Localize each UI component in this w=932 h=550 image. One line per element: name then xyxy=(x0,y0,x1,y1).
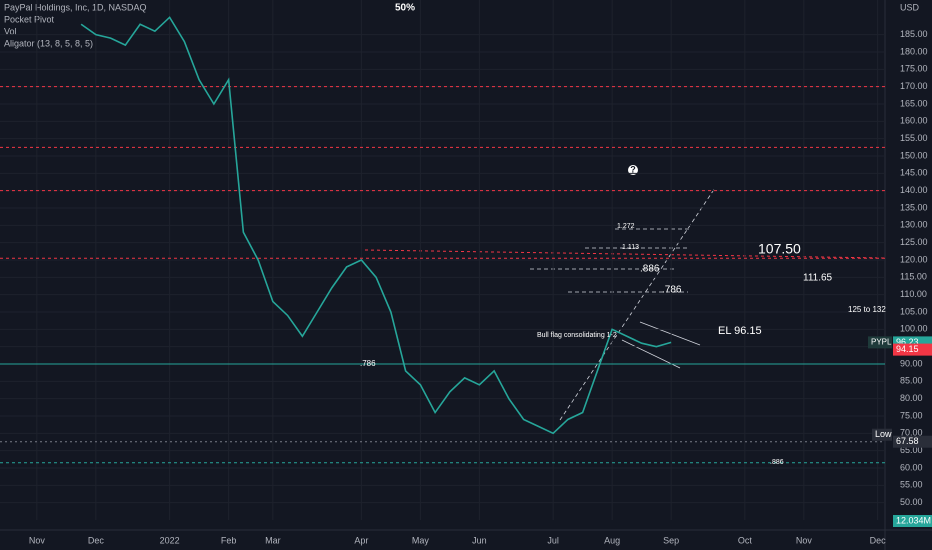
y-tick-label: 175.00 xyxy=(900,64,928,74)
y-tick-label: 150.00 xyxy=(900,150,928,160)
x-tick-label: Jun xyxy=(472,535,487,545)
y-tick-label: 60.00 xyxy=(900,462,923,472)
y-tick-label: 120.00 xyxy=(900,254,928,264)
annotation: EL 96.15 xyxy=(718,325,762,337)
y-tick-label: 115.00 xyxy=(900,272,927,282)
x-tick-label: Oct xyxy=(738,535,753,545)
y-tick-label: 110.00 xyxy=(900,289,927,299)
low-label-bg xyxy=(872,428,892,441)
fib-lines xyxy=(530,187,716,421)
last-price: 96.23 xyxy=(896,337,919,347)
y-tick-label: 130.00 xyxy=(900,220,928,230)
y-tick-label: 145.00 xyxy=(900,168,928,178)
volume-tag: 12.034M xyxy=(896,515,931,525)
legend-title: PayPal Holdings, Inc, 1D, NASDAQ xyxy=(4,2,147,12)
y-tick-label: 185.00 xyxy=(900,29,928,39)
annotation: 50% xyxy=(395,3,415,14)
low-label: Low xyxy=(875,429,892,439)
y-tick-label: 180.00 xyxy=(900,46,928,56)
currency: USD xyxy=(900,2,920,12)
x-tick-label: Dec xyxy=(870,535,887,545)
price-line xyxy=(80,16,672,435)
annotation: .786 xyxy=(662,285,682,296)
x-tick-label: Dec xyxy=(88,535,105,545)
annotation: Bull flag consolidating 1-2 xyxy=(537,332,617,339)
legend-item: Aligator (13, 8, 5, 8, 5) xyxy=(4,38,93,48)
y-tick-label: 140.00 xyxy=(900,185,928,195)
annotation: 1.113 xyxy=(622,244,639,251)
y-tick-label: 160.00 xyxy=(900,116,928,126)
annotation: 1.272 xyxy=(617,223,635,230)
x-tick-label: Sep xyxy=(663,535,679,545)
y-tick-label: 55.00 xyxy=(900,480,923,490)
flag-line xyxy=(639,321,701,346)
low-value: 67.58 xyxy=(896,436,919,446)
y-tick-label: 70.00 xyxy=(900,428,923,438)
y-tick-label: 165.00 xyxy=(900,98,928,108)
volume-tag-bg xyxy=(893,515,932,527)
x-tick-label: May xyxy=(412,535,430,545)
x-tick-label: Apr xyxy=(354,535,368,545)
annotation: ? xyxy=(630,164,636,174)
projection-line xyxy=(559,187,716,421)
y-tick-label: 90.00 xyxy=(900,358,923,368)
annotation: .886 xyxy=(640,264,660,275)
resistance-line xyxy=(364,249,886,259)
x-tick-label: Mar xyxy=(265,535,281,545)
ticker-tag-bg xyxy=(868,336,892,349)
y-tick-label: 170.00 xyxy=(900,81,928,91)
x-tick-label: Nov xyxy=(796,535,813,545)
y-tick-label: 135.00 xyxy=(900,202,928,212)
y-tick-label: 155.00 xyxy=(900,133,928,143)
annotation: 111.65 xyxy=(803,273,833,284)
y-tick-label: 65.00 xyxy=(900,445,923,455)
annotation: 125 to 132 xyxy=(848,305,886,314)
y-tick-label: 125.00 xyxy=(900,237,928,247)
legend-item: Vol xyxy=(4,26,17,36)
y-tick-label: 80.00 xyxy=(900,393,923,403)
low-bg xyxy=(893,435,932,448)
alt-price-bg xyxy=(893,343,932,356)
x-tick-label: Aug xyxy=(604,535,620,545)
flag-line xyxy=(621,339,681,369)
question-icon xyxy=(628,165,638,175)
y-tick-label: 50.00 xyxy=(900,497,923,507)
annotation: .786 xyxy=(360,359,376,368)
annotation: .886 xyxy=(770,459,784,466)
y-tick-label: 75.00 xyxy=(900,410,923,420)
y-tick-label: 85.00 xyxy=(900,376,923,386)
legend-item: Pocket Pivot xyxy=(4,14,55,24)
y-tick-label: 100.00 xyxy=(900,324,928,334)
x-tick-label: Feb xyxy=(221,535,237,545)
x-tick-label: Jul xyxy=(547,535,559,545)
y-tick-label: 105.00 xyxy=(900,306,928,316)
alt-price: 94.15 xyxy=(896,344,919,354)
annotation: 107.50 xyxy=(758,241,801,257)
x-tick-label: 2022 xyxy=(160,535,180,545)
ticker-tag: PYPL xyxy=(871,338,892,347)
x-tick-label: Nov xyxy=(29,535,46,545)
